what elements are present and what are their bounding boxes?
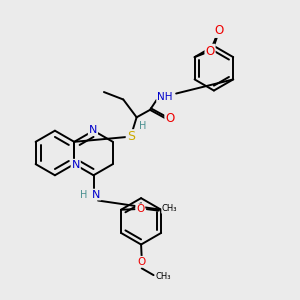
Text: CH₃: CH₃: [162, 204, 177, 213]
Text: CH₃: CH₃: [156, 272, 171, 280]
Text: S: S: [127, 130, 135, 143]
Text: O: O: [136, 204, 145, 214]
Text: O: O: [214, 24, 224, 37]
Text: H: H: [140, 121, 147, 130]
Text: N: N: [71, 160, 80, 170]
Text: N: N: [92, 190, 101, 200]
Text: H: H: [80, 190, 88, 200]
Text: O: O: [165, 112, 175, 125]
Text: O: O: [206, 45, 215, 58]
Text: O: O: [138, 257, 146, 267]
Text: N: N: [89, 125, 97, 135]
Text: NH: NH: [157, 92, 172, 101]
